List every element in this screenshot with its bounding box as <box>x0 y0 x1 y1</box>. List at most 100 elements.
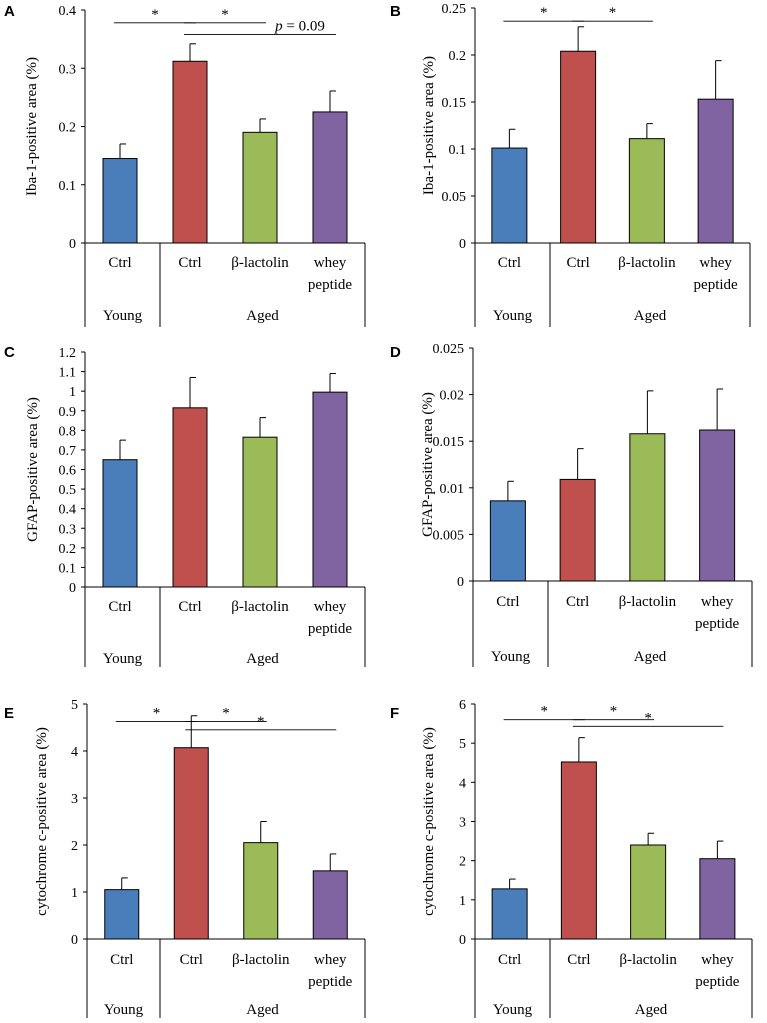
y-tick-label: 0 <box>459 237 466 252</box>
y-tick-label: 3 <box>71 792 78 807</box>
y-tick-label: 6 <box>459 698 466 713</box>
bar-3 <box>697 98 734 244</box>
y-tick-label: 4 <box>459 776 466 791</box>
group-label-aged: Aged <box>246 651 279 667</box>
category-label: Ctrl <box>180 952 203 968</box>
y-tick-label: 1 <box>459 894 466 909</box>
y-tick-label: 5 <box>71 698 78 713</box>
significance-label-1: * <box>609 5 617 21</box>
y-tick-label: 0.9 <box>59 405 77 420</box>
significance-label-0: * <box>151 7 159 23</box>
category-label: whey <box>699 255 732 271</box>
significance-label-2: * <box>257 714 265 730</box>
y-tick-label: 0.3 <box>59 62 77 77</box>
y-tick-label: 1 <box>69 385 76 400</box>
category-label: β-lactolin <box>231 255 289 271</box>
bar-0 <box>489 500 526 582</box>
category-label-line2: peptide <box>308 277 352 293</box>
category-label: whey <box>701 594 734 610</box>
group-label-young: Young <box>491 649 531 665</box>
bar-1 <box>172 60 208 244</box>
bar-2 <box>630 844 667 940</box>
y-tick-label: 5 <box>459 737 466 752</box>
group-label-aged: Aged <box>246 308 279 324</box>
bar-1 <box>560 761 597 940</box>
y-tick-label: 0.1 <box>59 179 77 194</box>
category-label: Ctrl <box>108 255 131 271</box>
y-tick-label: 0.05 <box>442 190 467 205</box>
y-axis-label: cytochrome c-positive area (%) <box>421 727 437 916</box>
bar-3 <box>312 391 348 588</box>
y-tick-label: 0 <box>69 237 76 252</box>
group-label-aged: Aged <box>634 649 667 665</box>
panel-letter: B <box>390 3 401 20</box>
category-label-line2: peptide <box>694 277 738 293</box>
bar-3 <box>699 429 736 582</box>
panel-letter: C <box>4 344 15 361</box>
category-label: β-lactolin <box>618 255 676 271</box>
bar-2 <box>242 436 278 588</box>
bar-0 <box>491 888 528 940</box>
significance-label-0: * <box>541 704 549 720</box>
category-label: Ctrl <box>178 255 201 271</box>
bar-2 <box>628 138 665 244</box>
y-tick-label: 0.8 <box>59 424 77 439</box>
group-label-young: Young <box>493 308 533 324</box>
group-label-young: Young <box>103 308 143 324</box>
category-label: Ctrl <box>110 952 133 968</box>
y-tick-label: 0.015 <box>433 435 465 450</box>
panel-letter: A <box>4 3 15 20</box>
bar-1 <box>559 478 596 582</box>
y-axis-label: Iba-1-positive area (%) <box>24 57 40 196</box>
y-tick-label: 0.25 <box>442 2 467 17</box>
y-tick-label: 0.02 <box>440 389 465 404</box>
bar-3 <box>312 870 348 940</box>
category-label: Ctrl <box>566 594 589 610</box>
y-tick-label: 0.1 <box>59 561 77 576</box>
group-label-young: Young <box>104 1002 144 1018</box>
significance-label-2: p = 0.09 <box>274 18 325 34</box>
y-tick-label: 0 <box>71 933 78 948</box>
y-tick-label: 1.1 <box>59 366 77 381</box>
category-label: β-lactolin <box>619 952 677 968</box>
group-label-young: Young <box>493 1002 533 1018</box>
bar-2 <box>243 842 279 940</box>
panel-letter: D <box>390 344 401 361</box>
y-tick-label: 2 <box>71 839 78 854</box>
bar-0 <box>491 147 528 244</box>
category-label: Ctrl <box>496 594 519 610</box>
group-label-aged: Aged <box>634 308 667 324</box>
y-tick-label: 0 <box>457 575 464 590</box>
panel-letter: F <box>390 705 399 722</box>
significance-label-1: * <box>610 704 618 720</box>
category-label-line2: peptide <box>308 974 352 990</box>
panel-a: A Iba-1-positive area (%) 0 0.1 0.2 0.3 0.4 Ctr… <box>4 3 366 327</box>
y-tick-label: 0.15 <box>442 96 467 111</box>
significance-label-1: * <box>222 705 230 721</box>
category-label: β-lactolin <box>231 599 289 615</box>
category-label: Ctrl <box>566 255 589 271</box>
y-axis-label: GFAP-positive area (%) <box>420 392 436 537</box>
bar-3 <box>699 858 736 940</box>
bar-2 <box>242 131 278 244</box>
y-tick-label: 0.2 <box>59 121 77 136</box>
y-tick-label: 0 <box>459 933 466 948</box>
significance-label-1: * <box>221 7 229 23</box>
category-label: Ctrl <box>108 599 131 615</box>
y-tick-label: 0.3 <box>59 522 77 537</box>
y-tick-label: 0.7 <box>59 444 77 459</box>
y-tick-label: 4 <box>71 745 78 760</box>
y-axis-label: GFAP-positive area (%) <box>25 397 41 542</box>
group-label-aged: Aged <box>635 1002 668 1018</box>
category-label: β-lactolin <box>619 594 677 610</box>
panel-b: B Iba-1-positive area (%) 0 0.05 0.1 0.15 0.2 0… <box>390 2 751 327</box>
y-tick-label: 3 <box>459 816 466 831</box>
bar-1 <box>560 50 597 244</box>
y-tick-label: 0 <box>69 581 76 596</box>
y-tick-label: 0.2 <box>449 49 467 64</box>
y-tick-label: 0.4 <box>59 4 77 19</box>
group-label-aged: Aged <box>246 1002 279 1018</box>
category-label-line2: peptide <box>308 621 352 637</box>
